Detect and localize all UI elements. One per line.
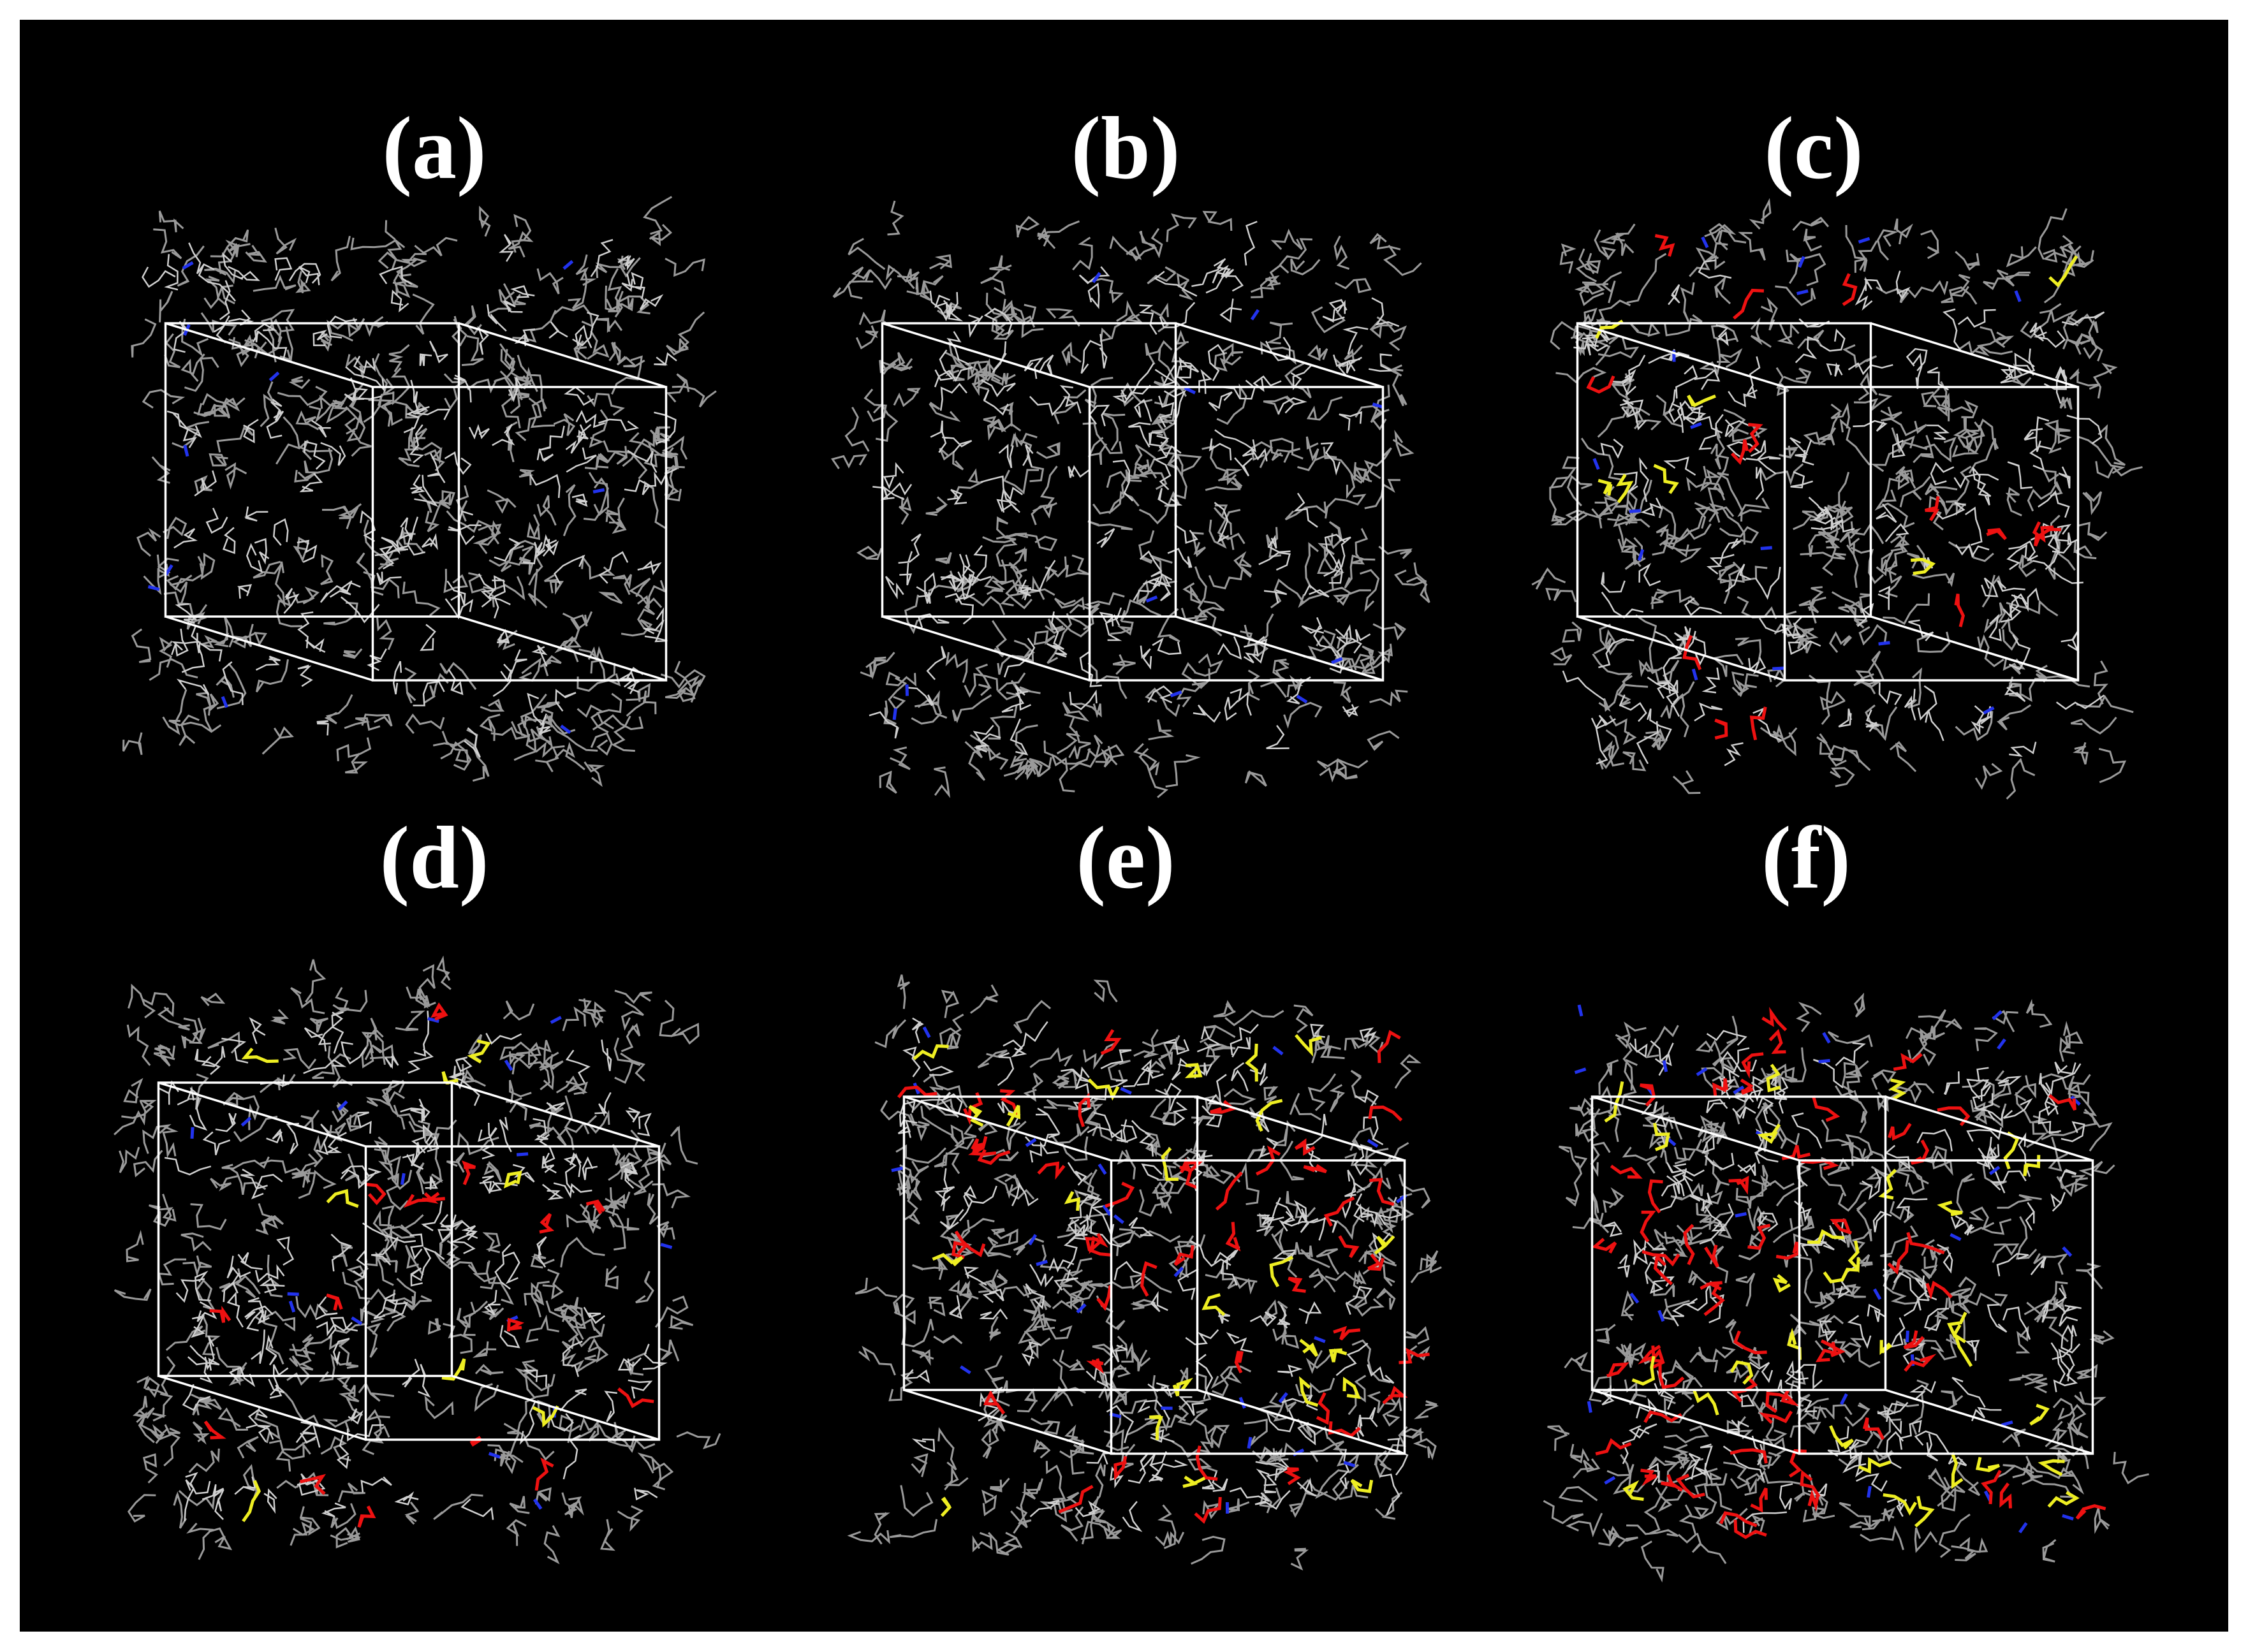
simulation-box — [157, 1081, 661, 1441]
panel: (e) — [847, 808, 1442, 1571]
molecules-red — [203, 1002, 654, 1528]
panel-label: (f) — [1761, 808, 1851, 907]
molecules — [142, 233, 677, 758]
molecules-yellow — [1595, 255, 2078, 575]
molecules-red — [897, 1028, 1430, 1524]
panel-label: (d) — [379, 808, 489, 907]
molecules-red — [1586, 234, 2062, 741]
atoms-blue — [892, 272, 1385, 720]
panel: (c) — [1531, 99, 2143, 800]
molecules — [1531, 198, 2143, 800]
molecules — [1601, 1030, 2085, 1533]
molecules — [114, 955, 721, 1565]
molecules — [847, 974, 1442, 1571]
simulation-box — [1576, 322, 2080, 682]
panel-label: (e) — [1076, 808, 1175, 907]
atoms-blue — [1592, 236, 2022, 715]
panel: (a) — [122, 99, 717, 787]
panel-label: (a) — [382, 99, 486, 198]
simulation-box — [164, 322, 668, 682]
molecules-yellow — [913, 1034, 1395, 1517]
panel-label: (b) — [1071, 99, 1180, 198]
background — [20, 20, 2228, 1632]
simulation-box — [881, 322, 1385, 682]
simulation-box — [902, 1095, 1406, 1455]
simulation-box — [1590, 1095, 2094, 1455]
atoms-blue — [1574, 1004, 2081, 1533]
panel-label: (c) — [1764, 99, 1863, 198]
panel: (d) — [114, 808, 721, 1565]
panel: (b) — [830, 99, 1430, 798]
panel: (f) — [1543, 808, 2149, 1583]
